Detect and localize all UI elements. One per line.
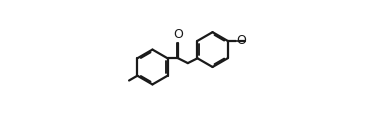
Text: O: O: [237, 34, 247, 47]
Text: O: O: [173, 28, 183, 42]
